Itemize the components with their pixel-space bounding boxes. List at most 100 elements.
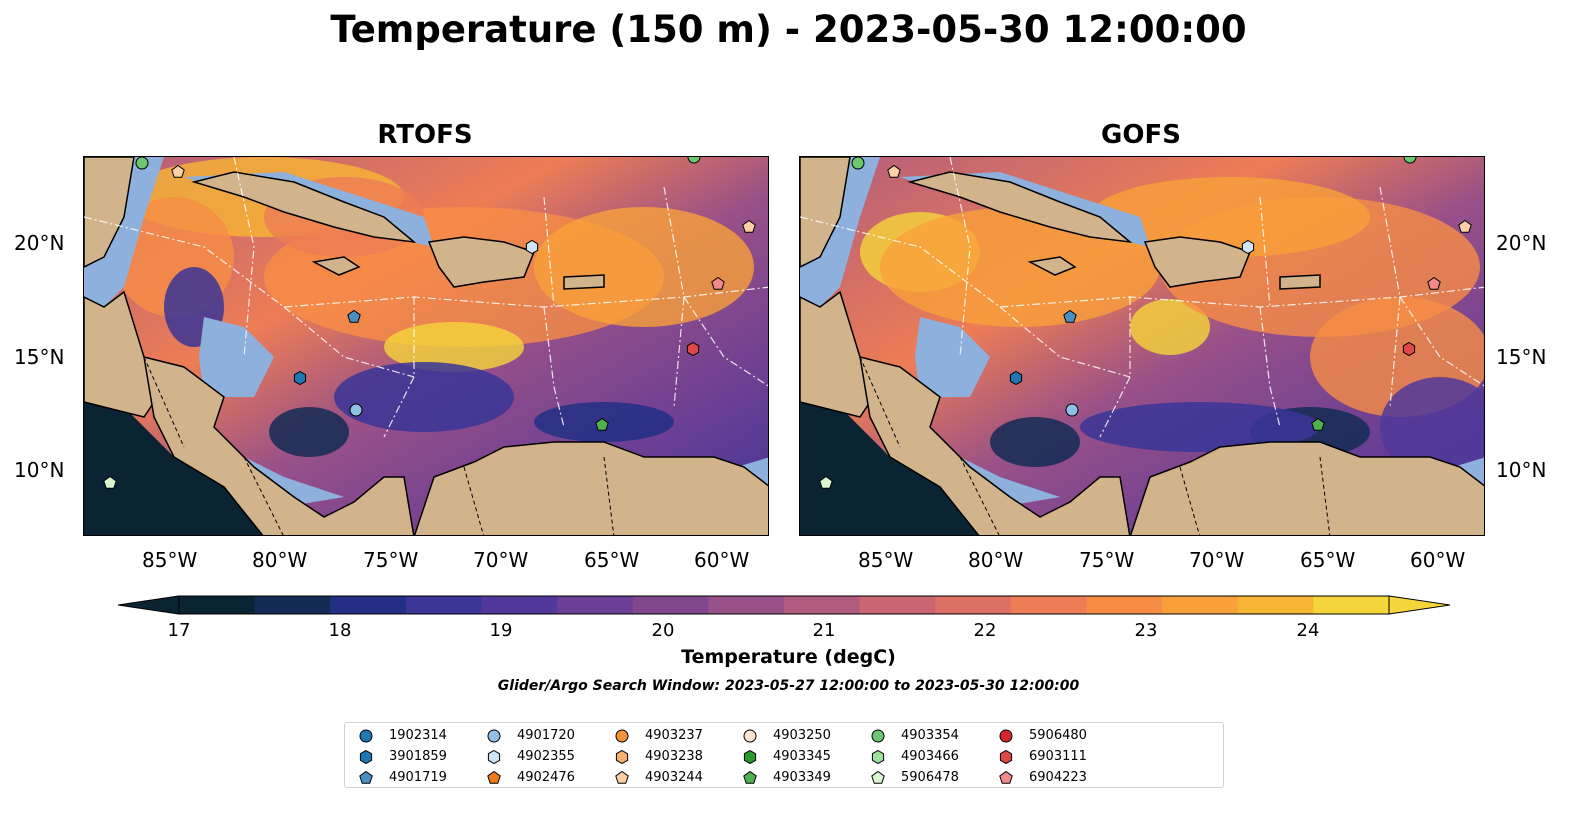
float-marker-6903111 [686, 341, 700, 357]
float-marker-4903244 [742, 219, 756, 233]
float-marker-4901719 [1063, 309, 1077, 323]
colorbar-extend-high [1388, 595, 1450, 615]
cold-anomaly [334, 362, 514, 432]
colorbar-tick-20: 20 [651, 620, 675, 641]
colorbar-extend-low [118, 595, 180, 615]
land-jamaica [311, 256, 361, 276]
lat-label-10n: 10°N [14, 458, 65, 482]
land-south-america [413, 441, 768, 535]
search-window-caption: Glider/Argo Search Window: 2023-05-27 12… [497, 678, 1080, 694]
legend-marker-icon [999, 770, 1013, 784]
legend-marker-icon [359, 729, 373, 743]
colorbar-tick-18: 18 [328, 620, 352, 641]
legend-marker-icon [487, 770, 501, 784]
colorbar-title: Temperature (degC) [681, 646, 896, 668]
colorbar-tick-24: 24 [1296, 620, 1320, 641]
colorbar-tick-23: 23 [1134, 620, 1158, 641]
land-panama-colombia [143, 355, 415, 535]
country-border [463, 466, 484, 535]
eez-boundary [1259, 196, 1271, 308]
legend-label: 4903354 [901, 728, 959, 743]
pacific-ocean [84, 397, 263, 535]
legend-marker-icon [615, 729, 629, 743]
country-border [859, 356, 901, 448]
cold-anomaly [990, 417, 1080, 467]
warm-anomaly [384, 322, 524, 372]
float-marker-4903349 [595, 417, 609, 431]
lon-label-65w: 65°W [584, 548, 640, 572]
legend-label: 5906480 [1029, 728, 1087, 743]
float-marker-4901720 [349, 403, 363, 417]
shelf-mosquito [915, 317, 990, 397]
land-south-america [1129, 441, 1484, 535]
legend-label: 4902355 [517, 749, 575, 764]
colorbar-segment [632, 596, 709, 614]
lon-label-70w: 70°W [473, 548, 529, 572]
lon-label-65w-right: 65°W [1300, 548, 1356, 572]
legend-label: 4903466 [901, 749, 959, 764]
country-border [959, 456, 1000, 535]
float-marker-4903349 [1311, 417, 1325, 431]
cold-anomaly [269, 407, 349, 457]
eez-boundary [683, 296, 768, 387]
shelf-mosquito [199, 317, 274, 397]
float-marker-4903354 [1403, 157, 1417, 164]
rtofs-map[interactable] [83, 156, 769, 536]
float-marker-3901859 [293, 370, 307, 386]
land-cuba [191, 171, 417, 244]
legend-label: 6903111 [1029, 749, 1087, 764]
warm-anomaly [534, 207, 754, 327]
float-marker-4903244 [887, 164, 901, 178]
eez-boundary [1259, 306, 1281, 428]
float-marker-6904223 [1427, 276, 1441, 290]
legend-label: 4903244 [645, 770, 703, 785]
lon-label-60w-right: 60°W [1410, 548, 1466, 572]
gofs-map[interactable] [799, 156, 1485, 536]
lon-label-75w: 75°W [363, 548, 419, 572]
colorbar [118, 595, 1450, 615]
colorbar-segment [179, 596, 256, 614]
legend-marker-icon [871, 749, 885, 765]
land-yucatan [800, 157, 851, 268]
legend-marker-icon [743, 770, 757, 784]
legend-marker-icon [487, 749, 501, 765]
colorbar-tick-19: 19 [489, 620, 513, 641]
legend-marker-icon [743, 729, 757, 743]
colorbar-segment [935, 596, 1012, 614]
colorbar-segment [859, 596, 936, 614]
float-marker-4903354 [135, 157, 149, 170]
lon-label-85w: 85°W [142, 548, 198, 572]
land-jamaica [1027, 256, 1077, 276]
float-marker-4903244 [171, 164, 185, 178]
lon-label-75w-right: 75°W [1079, 548, 1135, 572]
colorbar-segment [1237, 596, 1314, 614]
lon-label-80w-right: 80°W [968, 548, 1024, 572]
land-yucatan [84, 157, 135, 268]
country-border [143, 356, 185, 448]
eez-boundary [949, 157, 971, 358]
legend-marker-icon [743, 749, 757, 765]
figure-title: Temperature (150 m) - 2023-05-30 12:00:0… [330, 8, 1247, 51]
colorbar-segment [1313, 596, 1390, 614]
panel-title-gofs: GOFS [1101, 120, 1181, 150]
legend-label: 4901719 [389, 770, 447, 785]
land-puerto-rico [1279, 274, 1321, 290]
lon-label-60w: 60°W [694, 548, 750, 572]
legend-marker-icon [999, 729, 1013, 743]
warm-anomaly [1130, 299, 1210, 355]
lon-label-80w: 80°W [252, 548, 308, 572]
legend-marker-icon [359, 749, 373, 765]
legend-label: 4901720 [517, 728, 575, 743]
land-cuba [907, 171, 1133, 244]
colorbar-segment [784, 596, 861, 614]
warm-anomaly [1090, 177, 1370, 257]
colorbar-segment [254, 596, 331, 614]
float-marker-4903354 [851, 157, 865, 170]
legend-marker-icon [615, 770, 629, 784]
eez-boundary [663, 186, 685, 408]
lon-label-70w-right: 70°W [1189, 548, 1245, 572]
colorbar-tick-21: 21 [812, 620, 836, 641]
legend-marker-icon [871, 729, 885, 743]
legend-label: 3901859 [389, 749, 447, 764]
legend-marker-icon [871, 770, 885, 784]
